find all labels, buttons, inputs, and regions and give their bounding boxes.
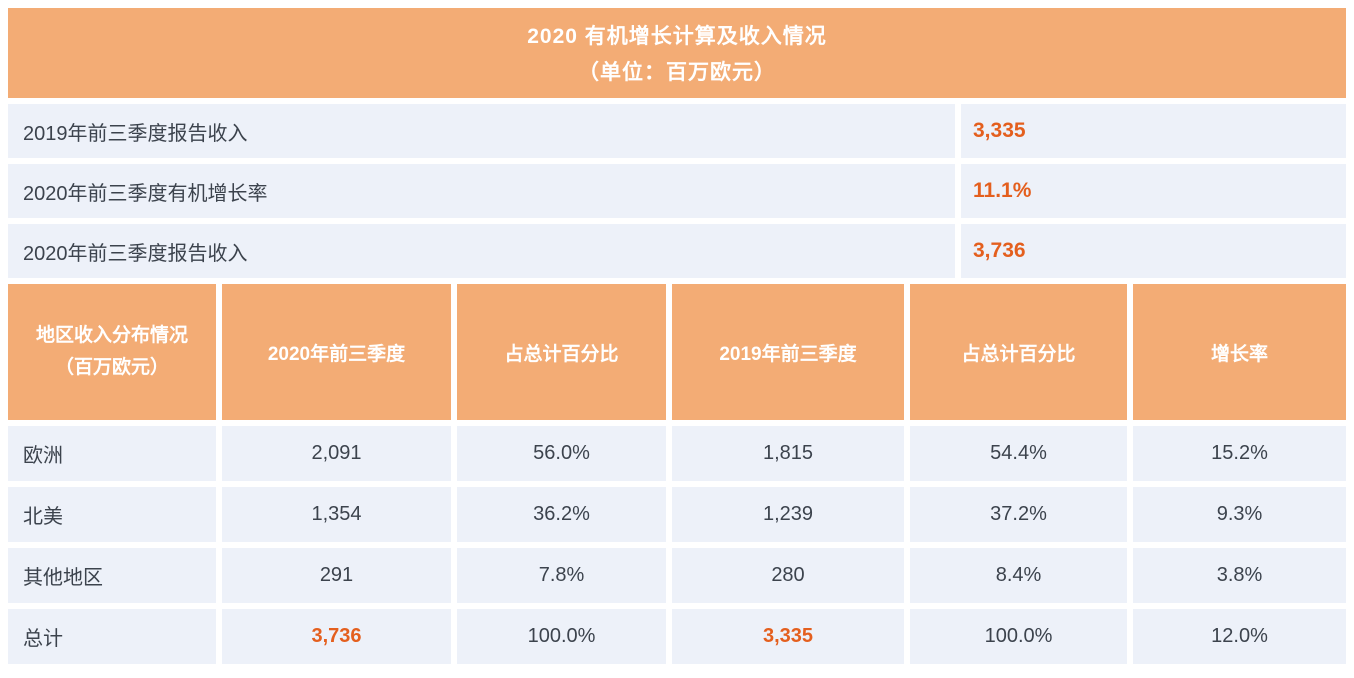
value-pct-2020: 56.0% [457,426,666,481]
header-2020-q1q3: 2020年前三季度 [222,284,451,420]
header-2019-q1q3: 2019年前三季度 [672,284,904,420]
summary-value: 11.1% [961,164,1346,218]
header-region-title: 地区收入分布情况 [36,324,189,346]
region-name: 总计 [8,609,216,664]
header-growth-rate: 增长率 [1133,284,1346,420]
value-2020: 2,091 [222,426,451,481]
summary-row-organic-growth: 2020年前三季度有机增长率 11.1% [8,164,1346,218]
table-row-europe: 欧洲 2,091 56.0% 1,815 54.4% 15.2% [8,426,1346,481]
summary-label: 2019年前三季度报告收入 [8,104,955,158]
summary-value: 3,736 [961,224,1346,278]
header-pct-of-total-2020: 占总计百分比 [457,284,666,420]
value-pct-2019: 54.4% [910,426,1127,481]
value-pct-2020: 36.2% [457,487,666,542]
value-pct-2019: 100.0% [910,609,1127,664]
value-pct-2020: 7.8% [457,548,666,603]
table-row-other-regions: 其他地区 291 7.8% 280 8.4% 3.8% [8,548,1346,603]
summary-label: 2020年前三季度报告收入 [8,224,955,278]
summary-row-2019-revenue: 2019年前三季度报告收入 3,335 [8,104,1346,158]
value-2020: 291 [222,548,451,603]
value-2019: 1,815 [672,426,904,481]
value-growth: 15.2% [1133,426,1346,481]
header-region-unit: （百万欧元） [54,357,169,378]
value-pct-2020: 100.0% [457,609,666,664]
value-growth: 9.3% [1133,487,1346,542]
value-growth: 3.8% [1133,548,1346,603]
value-2020-total: 3,736 [222,609,451,664]
summary-row-2020-revenue: 2020年前三季度报告收入 3,736 [8,224,1346,278]
summary-label: 2020年前三季度有机增长率 [8,164,955,218]
table-row-north-america: 北美 1,354 36.2% 1,239 37.2% 9.3% [8,487,1346,542]
value-2019: 280 [672,548,904,603]
summary-value: 3,335 [961,104,1346,158]
header-region: 地区收入分布情况 （百万欧元） [8,284,216,420]
value-2020: 1,354 [222,487,451,542]
region-name: 欧洲 [8,426,216,481]
table-title-bar: 2020 有机增长计算及收入情况 （单位：百万欧元） [8,8,1346,98]
value-pct-2019: 37.2% [910,487,1127,542]
table-row-total: 总计 3,736 100.0% 3,335 100.0% 12.0% [8,609,1346,664]
region-table-header: 地区收入分布情况 （百万欧元） 2020年前三季度 占总计百分比 2019年前三… [8,284,1346,420]
region-name: 其他地区 [8,548,216,603]
value-2019: 1,239 [672,487,904,542]
value-pct-2019: 8.4% [910,548,1127,603]
value-2019-total: 3,335 [672,609,904,664]
header-pct-of-total-2019: 占总计百分比 [910,284,1127,420]
value-growth: 12.0% [1133,609,1346,664]
region-name: 北美 [8,487,216,542]
table-title: 2020 有机增长计算及收入情况 [527,25,827,48]
table-title-unit: （单位：百万欧元） [578,61,776,84]
